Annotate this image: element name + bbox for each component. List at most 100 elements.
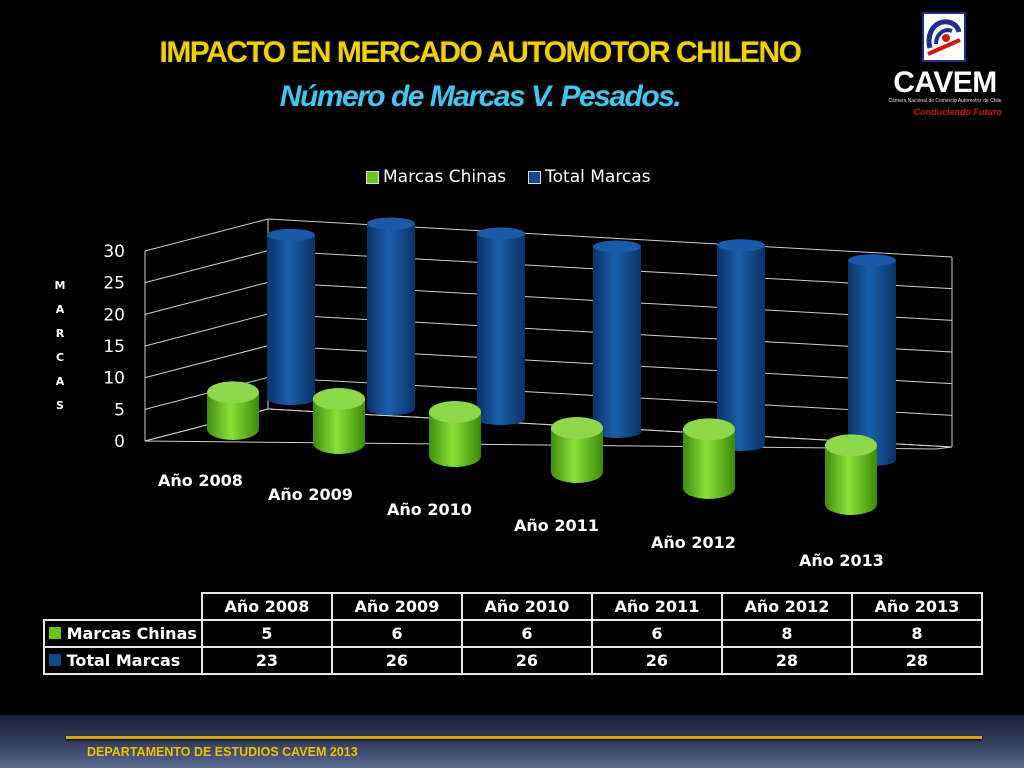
y-tick-label: 20 [103,305,125,325]
cavem-emblem-icon [922,12,966,62]
table-cell: 28 [850,646,983,675]
table-row-header: Marcas Chinas [43,619,203,648]
y-tick-label: 5 [114,400,125,420]
table-cell: 26 [460,646,593,675]
table-header-cell: Año 2011 [590,592,723,621]
slide-subtitle: Número de Marcas V. Pesados. [279,80,682,113]
footer-text: DEPARTAMENTO DE ESTUDIOS CAVEM 2013 [87,745,358,759]
gridline [144,376,269,410]
bar-total-marcas-body [593,246,641,438]
y-axis-label-letter: C [55,351,65,364]
gridline [144,281,269,315]
bar-marcas-chinas [683,418,735,499]
bar-marcas-chinas-top [313,388,365,410]
bar-marcas-chinas-body [313,399,365,454]
y-tick-label: 0 [114,432,125,452]
gridline [144,218,269,252]
logo-wordmark: CAVEM [893,66,997,99]
legend-item-total-marcas: Total Marcas [528,167,651,187]
table-header-cell: Año 2009 [330,592,463,621]
table-cell: 6 [460,619,593,648]
y-tick-label: 15 [103,337,125,357]
table-header-row: Año 2008 Año 2009 Año 2010 Año 2011 Año … [44,592,983,621]
x-category-label: Año 2010 [387,500,472,519]
bar-marcas-chinas-body [825,445,877,515]
bar-marcas-chinas [429,401,481,467]
logo-tagline: Cámara Nacional de Comercio Automotriz d… [888,98,1002,104]
table-corner [44,593,203,621]
table-header-cell: Año 2013 [850,592,983,621]
y-tick-label: 10 [103,369,125,389]
table-row: Marcas Chinas 5 6 6 6 8 8 [43,619,983,648]
logo-slogan: Conduciendo Futuro [913,107,1002,117]
slide-title: IMPACTO EN MERCADO AUTOMOTOR CHILENO [159,36,802,69]
bar-total-marcas [593,240,641,438]
bar-marcas-chinas-top [207,381,259,404]
gridline [144,250,269,284]
table-cell: 6 [330,619,463,648]
bar-total-marcas [367,217,415,415]
y-axis-label-letter: M [54,279,66,292]
bar-total-marcas-body [267,234,315,405]
bar-marcas-chinas-body [551,428,603,483]
table-cell: 23 [200,646,333,675]
bar-marcas-chinas [551,417,603,483]
table-row-label: Marcas Chinas [66,624,197,643]
bar-marcas-chinas [313,388,365,454]
bar-total-marcas [267,228,315,405]
table-cell: 5 [200,619,333,648]
bar-marcas-chinas-top [825,434,877,457]
y-axis-label-letter: A [55,303,65,316]
bar-marcas-chinas-top [551,417,603,439]
footer-divider [66,736,982,739]
x-category-label: Año 2011 [514,516,599,535]
y-tick-label: 25 [103,274,125,294]
bar-total-marcas-body [717,245,765,451]
bar-total-marcas-top [267,228,315,241]
y-tick-label: 30 [103,242,125,262]
table-cell: 6 [590,619,723,648]
bar-total-marcas [848,254,896,466]
bar-total-marcas-body [848,260,896,466]
legend-label: Marcas Chinas [383,167,507,187]
table-row-label: Total Marcas [66,651,181,670]
chart-legend: Marcas Chinas Total Marcas [366,166,651,188]
table-swatch-blue [49,654,61,666]
table-cell: 26 [590,646,723,675]
cavem-logo: CAVEM Cámara Nacional de Comercio Automo… [884,12,1006,122]
bar-total-marcas-top [593,240,641,253]
bar-total-marcas-top [717,239,765,252]
bar-marcas-chinas-body [429,412,481,467]
table-row-header: Total Marcas [43,646,203,675]
legend-swatch-green [366,170,379,184]
bar-marcas-chinas-top [683,418,735,441]
legend-label: Total Marcas [545,167,651,187]
bar-total-marcas-top [367,217,415,230]
table-swatch-green [49,627,61,639]
bar-chart-3d: 0 5 10 15 20 25 30 Año 2008 Año 2009 Año 2010 Año … [103,217,953,570]
table-cell: 26 [330,646,463,675]
gridline [144,313,269,347]
y-axis-label-letter: A [55,375,65,388]
gridline [144,345,269,379]
x-category-label: Año 2013 [799,551,884,570]
table-cell: 8 [720,619,853,648]
bar-total-marcas [477,227,525,425]
bar-marcas-chinas [825,434,877,515]
legend-swatch-blue [528,170,542,184]
y-axis-label-letter: S [56,399,64,412]
x-category-label: Año 2012 [651,533,736,552]
bar-total-marcas [717,239,765,451]
table-header-cell: Año 2010 [460,592,593,621]
bar-total-marcas-body [367,223,415,415]
bar-marcas-chinas-top [429,401,481,423]
legend-item-marcas-chinas: Marcas Chinas [366,167,506,187]
table-row: Total Marcas 23 26 26 26 28 28 [43,646,983,675]
bar-total-marcas-top [477,227,525,240]
bar-marcas-chinas-body [683,429,735,499]
y-axis-label-letter: R [55,327,65,340]
table-cell: 28 [720,646,853,675]
data-table: Año 2008 Año 2009 Año 2010 Año 2011 Año … [43,592,983,675]
table-header-cell: Año 2012 [720,592,853,621]
footer-bar [0,715,1024,768]
